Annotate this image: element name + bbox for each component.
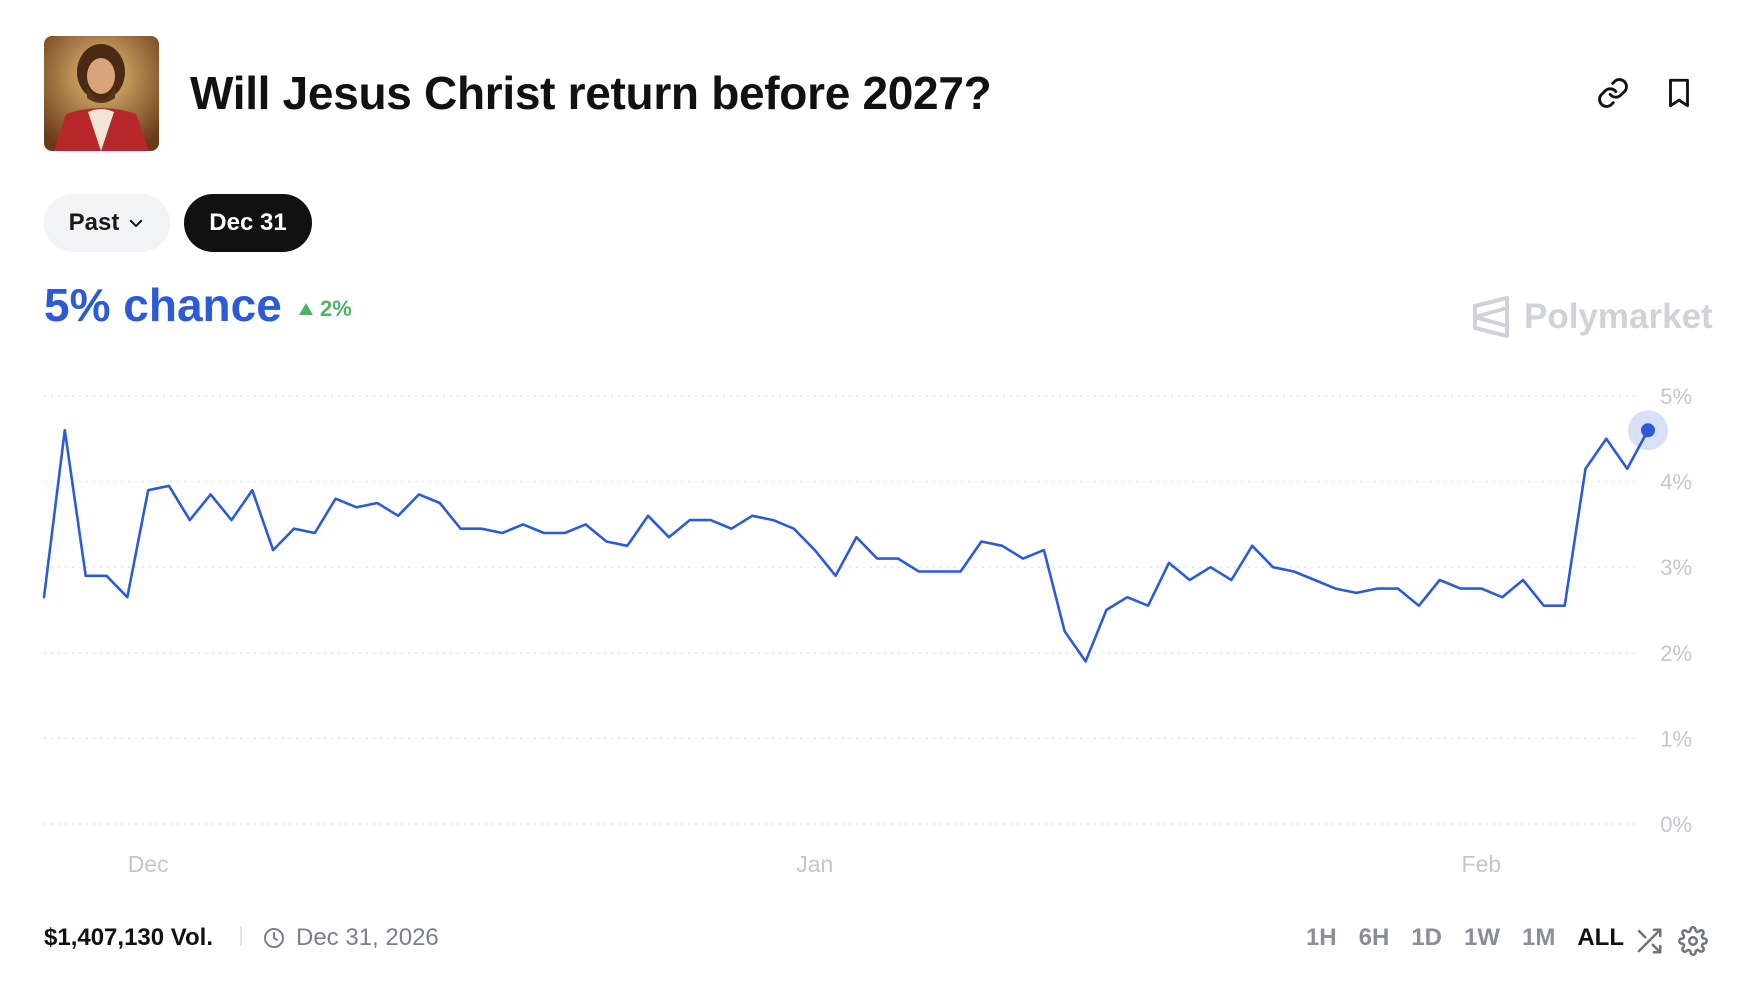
range-1w[interactable]: 1W [1464,924,1500,951]
current-point [1641,423,1655,438]
range-all[interactable]: ALL [1577,924,1624,951]
volume-label: $1,407,130 Vol. [44,924,214,951]
range-6h[interactable]: 6H [1358,924,1390,951]
bookmark-icon[interactable] [1662,76,1696,110]
end-date-label: Dec 31, 2026 [296,924,439,951]
price-series-line [42,428,1650,663]
x-tick-label: Feb [1462,851,1502,877]
date-tab-label: Dec 31 [209,209,287,236]
chance-change-value: 2% [320,296,352,321]
y-tick-label: 3% [1660,555,1692,580]
brand-watermark: Polymarket [1472,296,1713,338]
chevron-down-icon [130,219,143,227]
x-tick-label: Jan [796,851,833,877]
range-1d[interactable]: 1D [1411,924,1442,951]
jesus-portrait-icon [44,36,159,151]
date-tab-dec-31[interactable]: Dec 31 [184,194,312,252]
x-tick-label: Dec [128,851,169,877]
shuffle-icon[interactable] [1634,926,1664,956]
link-icon[interactable] [1596,76,1630,110]
price-history-chart: 5% 4% 3% 2% 1% 0% Dec Jan Feb [42,384,1692,877]
past-dates-dropdown[interactable]: Past [44,194,170,252]
end-date: Dec 31, 2026 [262,924,439,952]
y-tick-label: 2% [1660,641,1692,666]
range-selector: 1H 6H 1D 1W 1M ALL [1306,924,1624,952]
y-tick-label: 4% [1660,470,1692,495]
triangle-up-icon [299,303,313,315]
range-1m[interactable]: 1M [1522,924,1556,951]
y-tick-label: 5% [1660,384,1692,409]
y-tick-label: 0% [1660,812,1692,837]
polymarket-logo-icon [1473,296,1509,338]
market-title: Will Jesus Christ return before 2027? [190,67,992,119]
gear-icon[interactable] [1678,926,1708,956]
brand-name: Polymarket [1524,297,1713,336]
y-tick-label: 1% [1660,726,1692,751]
range-1h[interactable]: 1H [1305,924,1337,951]
clock-icon [264,928,284,948]
chance-change-badge: 2% [298,296,352,322]
footer-divider [240,926,242,946]
past-dropdown-label: Past [68,209,120,236]
chance-value: 5% chance [44,279,282,331]
market-thumbnail [44,36,159,151]
